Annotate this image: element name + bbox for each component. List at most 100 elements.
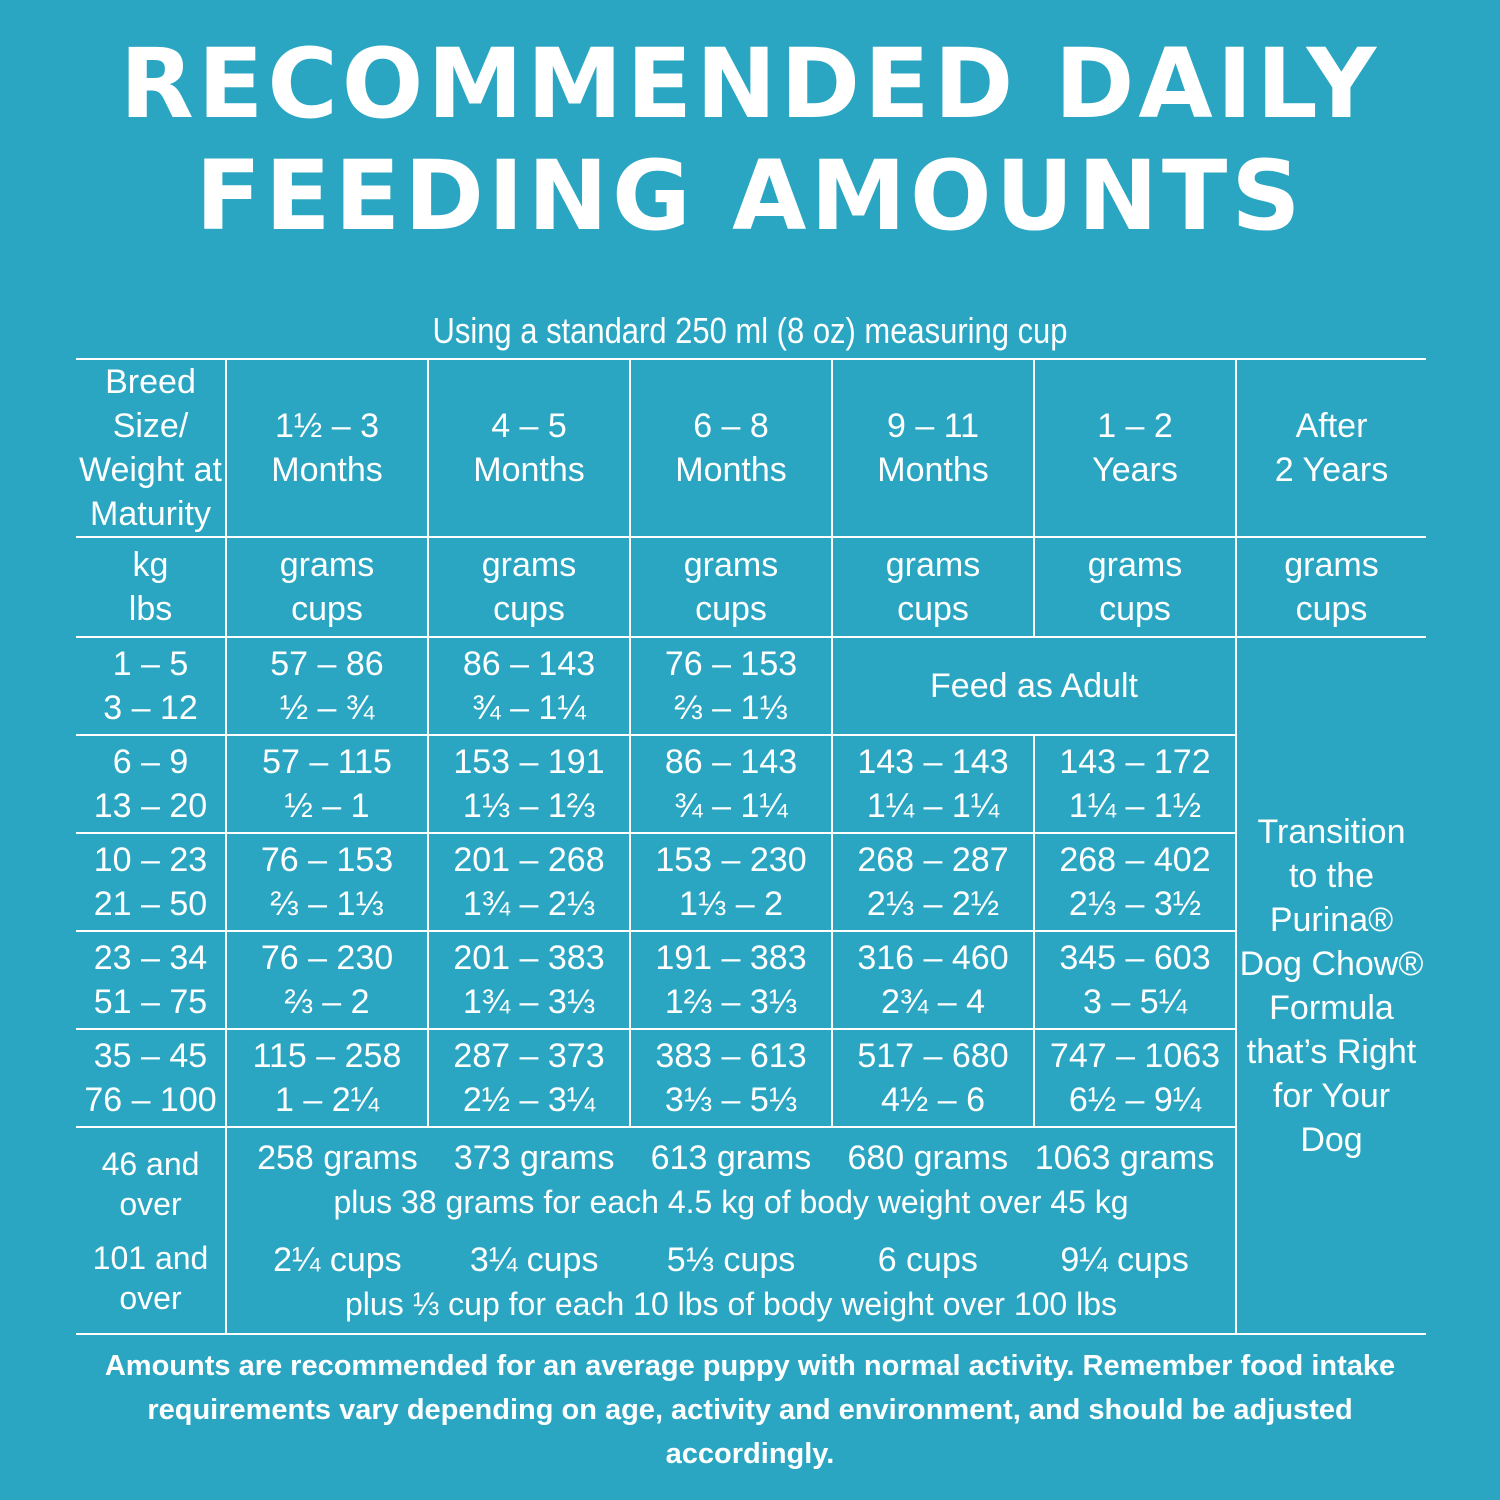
footer-line: Amounts are recommended for an average p… <box>104 1350 1396 1382</box>
large-grams-value: 613 grams <box>650 1138 812 1177</box>
amount-grams: 76 – 230 <box>260 939 394 977</box>
amount-cups: 6½ – 9¼ <box>1068 1081 1202 1119</box>
amount-cell: 76 – 230 ⅔ – 2 <box>225 930 429 1030</box>
transition-line: Purina® <box>1269 900 1394 939</box>
breed-header-line: Weight at <box>78 451 222 489</box>
large-cups-value: 3¼ cups <box>469 1240 599 1279</box>
large-breed-amounts-cell: 258 grams 373 grams 613 grams 680 grams … <box>225 1126 1237 1335</box>
age-range: 9 – 11 <box>886 407 979 445</box>
amount-cups: ½ – 1 <box>284 787 370 825</box>
amount-cell: 191 – 383 1⅔ – 3⅓ <box>629 930 833 1030</box>
age-unit: Months <box>877 451 989 489</box>
amount-cups: 2¾ – 4 <box>881 983 985 1021</box>
amount-cell: 86 – 143 ¾ – 1¼ <box>629 734 833 834</box>
amount-cups: 3 – 5¼ <box>1083 983 1187 1021</box>
amount-cups: ⅔ – 1⅓ <box>674 689 788 727</box>
unit-cups: cups <box>1099 590 1171 628</box>
table-row-large-breed: 46 and over 101 and over 258 grams 373 g… <box>76 1126 1426 1335</box>
table-row: 10 – 23 21 – 50 76 – 153 ⅔ – 1⅓ 201 – 26… <box>76 832 1426 932</box>
amount-cell: 268 – 402 2⅓ – 3½ <box>1033 832 1237 932</box>
spacer <box>227 1224 1235 1238</box>
amount-cups: ¾ – 1¼ <box>674 787 788 825</box>
weight-kg: 6 – 9 <box>112 743 189 781</box>
weight-lbs: 21 – 50 <box>93 885 208 923</box>
large-cups-value: 9¼ cups <box>1060 1240 1189 1279</box>
unit-grams: grams <box>1284 546 1379 584</box>
unit-grams: grams <box>1087 546 1183 584</box>
large-grams-value: 680 grams <box>847 1138 1009 1177</box>
weight-cell-large: 46 and over 101 and over <box>76 1126 227 1335</box>
amount-units-cell: grams cups <box>225 536 429 638</box>
age-unit: Years <box>1092 451 1178 489</box>
weight-lbs: 13 – 20 <box>93 787 208 825</box>
age-range: 1 – 2 <box>1097 407 1173 445</box>
large-cups-value: 5⅓ cups <box>666 1240 796 1279</box>
amount-cell: 316 – 460 2¾ – 4 <box>831 930 1035 1030</box>
amount-grams: 86 – 143 <box>462 645 596 683</box>
weight-cell: 23 – 34 51 – 75 <box>76 930 227 1030</box>
amount-cell: 76 – 153 ⅔ – 1⅓ <box>629 636 833 736</box>
age-range: 4 – 5 <box>491 407 567 445</box>
transition-line: Transition <box>1257 812 1406 851</box>
amount-cups: 2⅓ – 3½ <box>1068 885 1202 923</box>
amount-cups: 3⅓ – 5⅓ <box>664 1081 798 1119</box>
age-header-1: 1½ – 3 Months <box>225 358 429 538</box>
amount-grams: 201 – 268 <box>453 841 605 879</box>
weight-cell: 6 – 9 13 – 20 <box>76 734 227 834</box>
weight-lbs-large: 101 and <box>92 1239 209 1276</box>
amount-cups: 1 – 2¼ <box>275 1081 379 1119</box>
transition-line: Formula <box>1269 988 1394 1027</box>
age-header-2: 4 – 5 Months <box>427 358 631 538</box>
weight-kg: 35 – 45 <box>93 1037 208 1075</box>
amount-cups: 1⅓ – 1⅔ <box>462 787 596 825</box>
amount-units-cell: grams cups <box>1033 536 1237 638</box>
amount-cell: 153 – 191 1⅓ – 1⅔ <box>427 734 631 834</box>
amount-grams: 143 – 172 <box>1059 743 1211 781</box>
table-row: 35 – 45 76 – 100 115 – 258 1 – 2¼ 287 – … <box>76 1028 1426 1128</box>
amount-grams: 86 – 143 <box>664 743 798 781</box>
unit-kg: kg <box>132 546 169 584</box>
amount-cell: 57 – 115 ½ – 1 <box>225 734 429 834</box>
amount-units-cell: grams cups <box>1235 536 1426 638</box>
amount-grams: 268 – 287 <box>857 841 1009 879</box>
amount-cell: 517 – 680 4½ – 6 <box>831 1028 1035 1128</box>
unit-cups: cups <box>695 590 767 628</box>
amount-cell: 76 – 153 ⅔ – 1⅓ <box>225 832 429 932</box>
amount-units-cell: grams cups <box>831 536 1035 638</box>
age-header-4: 9 – 11 Months <box>831 358 1035 538</box>
unit-grams: grams <box>279 546 375 584</box>
weight-kg: 10 – 23 <box>93 841 208 879</box>
cups-note: plus ⅓ cup for each 10 lbs of body weigh… <box>344 1285 1118 1322</box>
large-cups-value: 6 cups <box>877 1240 978 1279</box>
amount-units-cell: grams cups <box>629 536 833 638</box>
amount-grams: 115 – 258 <box>252 1037 402 1075</box>
amount-cups: ½ – ¾ <box>279 689 375 727</box>
amount-grams: 153 – 230 <box>655 841 807 879</box>
age-unit: Months <box>473 451 585 489</box>
unit-cups: cups <box>493 590 565 628</box>
amount-cups: 4½ – 6 <box>881 1081 985 1119</box>
breed-size-header: Breed Size/ Weight at Maturity <box>76 358 227 538</box>
amount-cell: 345 – 603 3 – 5¼ <box>1033 930 1237 1030</box>
units-row: kg lbs grams cups grams cups grams cups … <box>76 536 1426 638</box>
amount-cups: ¾ – 1¼ <box>472 689 586 727</box>
table-row: 23 – 34 51 – 75 76 – 230 ⅔ – 2 201 – 383… <box>76 930 1426 1030</box>
amount-cell: 287 – 373 2½ – 3¼ <box>427 1028 631 1128</box>
amount-cell: 268 – 287 2⅓ – 2½ <box>831 832 1035 932</box>
amount-cups: 2⅓ – 2½ <box>866 885 1000 923</box>
amount-grams: 517 – 680 <box>857 1037 1009 1075</box>
amount-units-cell: grams cups <box>427 536 631 638</box>
weight-lbs: 3 – 12 <box>103 689 198 727</box>
feed-as-adult-cell: Feed as Adult <box>831 636 1237 736</box>
amount-grams: 201 – 383 <box>453 939 605 977</box>
age-header-6: After 2 Years <box>1235 358 1426 538</box>
title-line-2: FEEDING AMOUNTS <box>195 140 1305 252</box>
weight-kg-large: over <box>119 1185 182 1222</box>
unit-cups: cups <box>897 590 969 628</box>
table-row: 6 – 9 13 – 20 57 – 115 ½ – 1 153 – 191 1… <box>76 734 1426 834</box>
unit-grams: grams <box>683 546 779 584</box>
transition-line: to the <box>1288 856 1375 895</box>
amount-cups: ⅔ – 1⅓ <box>270 885 384 923</box>
feeding-table: Breed Size/ Weight at Maturity 1½ – 3 Mo… <box>76 358 1426 1335</box>
age-range: After <box>1295 407 1368 445</box>
